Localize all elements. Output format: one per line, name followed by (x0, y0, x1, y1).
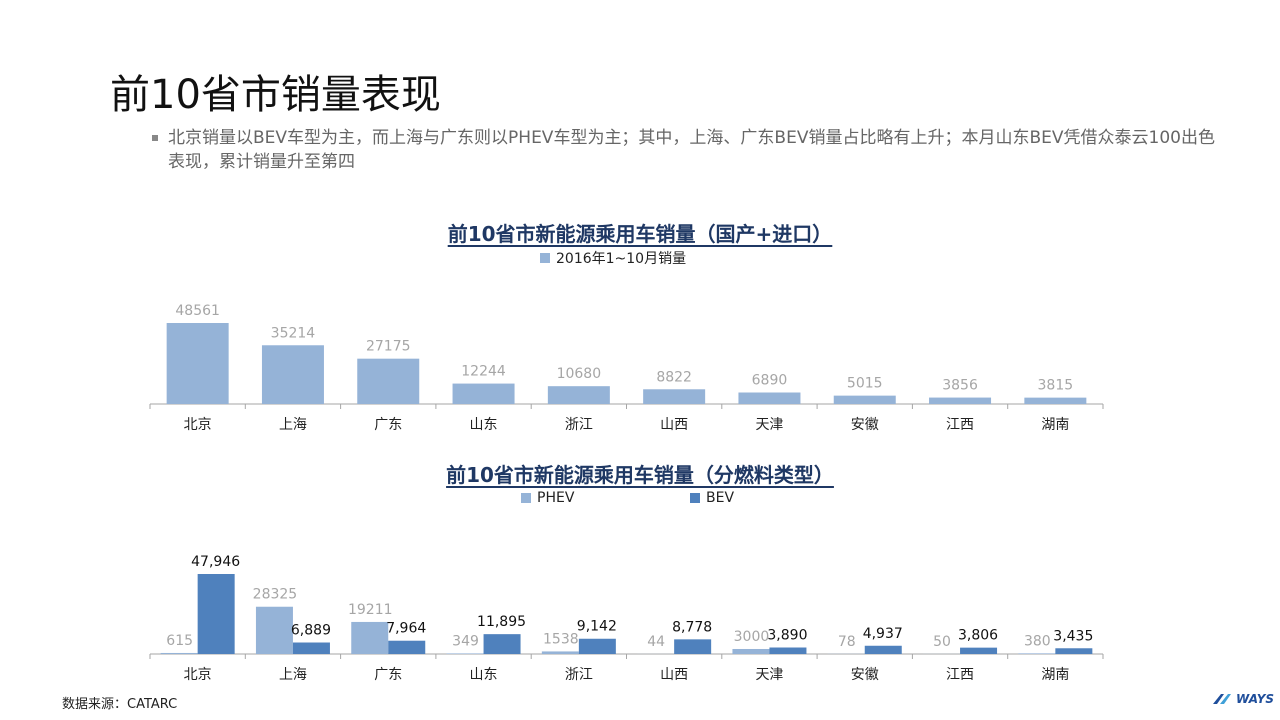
chart1-x-tick-label: 浙江 (565, 417, 593, 433)
chart2-legend-label-phev: PHEV (537, 490, 575, 506)
chart1-bar (1024, 397, 1087, 404)
chart2-x-tick-label: 广东 (374, 667, 402, 683)
chart1-title: 前10省市新能源乘用车销量（国产+进口） (447, 222, 833, 246)
chart2-x-tick-label: 北京 (184, 667, 212, 683)
chart2-data-label-bev: 3,806 (958, 628, 998, 644)
chart2-bar-bev (864, 645, 902, 654)
chart2-data-label-bev: 9,142 (577, 619, 617, 635)
chart2-bar-bev (578, 638, 616, 654)
chart2-bar-phev (160, 652, 198, 654)
chart2-data-label-phev: 78 (838, 634, 856, 650)
chart1-bar (547, 386, 610, 404)
chart1-x-tick-label: 安徽 (851, 417, 879, 433)
chart2-data-label-bev: 8,778 (672, 619, 712, 635)
chart2-bar-bev (1055, 648, 1093, 654)
chart2-data-label-bev: 4,937 (863, 626, 903, 642)
page-title: 前10省市销量表现 (110, 72, 441, 118)
chart2-data-label-bev: 6,889 (291, 623, 331, 639)
chart2-title: 前10省市新能源乘用车销量（分燃料类型） (446, 463, 834, 487)
chart1-data-label: 48561 (175, 303, 220, 319)
chart2-data-label-phev: 1538 (543, 631, 579, 647)
chart1-x-tick-label: 广东 (374, 417, 402, 433)
chart1-bar (833, 395, 896, 404)
chart1-data-label: 5015 (847, 376, 883, 392)
chart2-x-tick-label: 上海 (279, 667, 307, 683)
chart2-data-label-phev: 380 (1024, 633, 1051, 649)
chart1-x-tick-label: 山西 (660, 417, 688, 433)
chart2-legend-bev: BEV (690, 490, 734, 506)
chart2-data-label-bev: 3,435 (1053, 628, 1093, 644)
chart1-legend-label: 2016年1~10月销量 (556, 251, 687, 267)
chart1-data-label: 3815 (1038, 378, 1074, 394)
chart2-bar-phev (541, 651, 579, 654)
chart1-legend: 2016年1~10月销量 (540, 248, 686, 268)
chart2-bar-phev (446, 653, 484, 654)
chart1-data-label: 8822 (656, 369, 692, 385)
chart1-data-label: 27175 (366, 339, 411, 355)
chart1-x-tick-label: 北京 (184, 417, 212, 433)
chart2-data-label-bev: 11,895 (477, 614, 526, 630)
chart1-data-label: 10680 (557, 366, 602, 382)
chart1-bar (643, 389, 706, 404)
chart2-x-tick-label: 湖南 (1041, 667, 1069, 683)
chart1-bar (261, 345, 324, 404)
chart2-bar-bev (292, 642, 330, 654)
chart1-x-tick-label: 天津 (755, 417, 783, 433)
chart1-x-tick-label: 上海 (279, 417, 307, 433)
chart2-data-label-phev: 3000 (734, 629, 770, 645)
chart1-bar (452, 383, 515, 404)
chart2-data-label-phev: 349 (452, 633, 479, 649)
chart2-bar-phev (1018, 653, 1056, 654)
chart2-x-tick-label: 天津 (755, 667, 783, 683)
chart1-x-tick-label: 山东 (470, 417, 498, 433)
logo-swoosh-icon (1213, 694, 1231, 704)
chart2-data-label-phev: 28325 (253, 587, 298, 603)
bullet-text: 北京销量以BEV车型为主，而上海与广东则以PHEV车型为主；其中，上海、广东BE… (152, 126, 1228, 174)
chart2-legend-label-bev: BEV (706, 490, 735, 506)
chart2-legend-swatch-phev (521, 493, 531, 503)
chart2-bar-bev (483, 634, 521, 654)
chart2-data-label-phev: 615 (166, 633, 193, 649)
chart2-x-tick-label: 江西 (946, 667, 974, 683)
bullet-icon (152, 135, 158, 141)
chart2-legend-phev: PHEV (521, 490, 574, 506)
logo-text: WAYS (1236, 692, 1275, 706)
chart1-bar (166, 323, 229, 404)
data-source: 数据来源：CATARC (62, 697, 178, 712)
chart2-bar-phev (255, 606, 293, 654)
chart2-data-label-bev: 47,946 (191, 554, 240, 570)
chart2-bar-phev (351, 621, 389, 654)
chart1-x-tick-label: 江西 (946, 417, 974, 433)
chart2-data-label-bev: 3,890 (767, 628, 807, 644)
chart2-data-label-phev: 19211 (348, 602, 393, 618)
chart2-x-tick-label: 山西 (660, 667, 688, 683)
chart2-bar-bev (388, 640, 426, 654)
chart2-bar-bev (769, 647, 807, 654)
chart2-bar-phev (732, 648, 770, 654)
chart2-bar-bev (960, 647, 998, 654)
bullet-content: 北京销量以BEV车型为主，而上海与广东则以PHEV车型为主；其中，上海、广东BE… (168, 128, 1215, 172)
chart1-data-label: 3856 (942, 378, 978, 394)
chart2-data-label-phev: 44 (647, 634, 665, 650)
chart2-bar-bev (197, 574, 235, 654)
chart2-x-tick-label: 浙江 (565, 667, 593, 683)
chart2-data-label-bev: 7,964 (386, 621, 426, 637)
chart2-legend-swatch-bev (690, 493, 700, 503)
chart1-legend-swatch (540, 253, 550, 263)
chart1-data-label: 12244 (461, 364, 506, 380)
chart1-bar (357, 358, 420, 404)
ways-logo: WAYS (1212, 692, 1274, 706)
chart1-bar (738, 392, 801, 404)
chart2-data-label-phev: 50 (933, 634, 951, 650)
chart1-data-label: 6890 (752, 373, 788, 389)
chart2-bar-bev (674, 639, 712, 654)
chart2-x-tick-label: 安徽 (851, 667, 879, 683)
chart1-bar (929, 397, 992, 404)
chart2-x-tick-label: 山东 (470, 667, 498, 683)
chart1-x-tick-label: 湖南 (1041, 417, 1069, 433)
chart1-data-label: 35214 (271, 325, 316, 341)
